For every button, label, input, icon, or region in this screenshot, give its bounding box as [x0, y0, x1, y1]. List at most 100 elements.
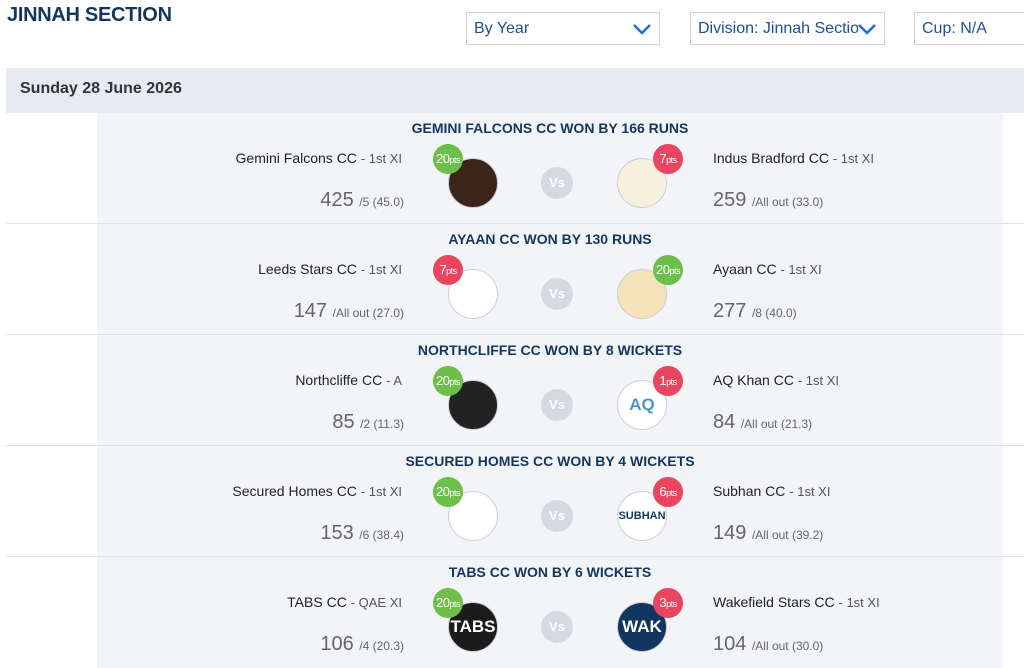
team-name: Secured Homes CC - 1st XI: [232, 483, 402, 499]
points-badge: 20pts: [433, 366, 463, 396]
team-xi: - 1st XI: [360, 484, 402, 499]
points-badge: 7pts: [653, 144, 683, 174]
points: 6: [659, 484, 667, 499]
match-result: TABS CC WON BY 6 WICKETS: [448, 564, 652, 580]
points-unit: pts: [449, 377, 460, 387]
score: 259 /All out (33.0): [713, 189, 823, 212]
points-badge: 7pts: [433, 255, 463, 285]
team-xi: - 1st XI: [797, 373, 840, 388]
team-xi: - QAE XI: [350, 595, 402, 610]
team-name: Leeds Stars CC - 1st XI: [258, 261, 402, 277]
dropdown[interactable]: Cup: N/A: [914, 12, 1024, 45]
row-separator: [6, 223, 1024, 224]
row-separator: [6, 334, 1024, 335]
dropdown[interactable]: Division: Jinnah Section: [690, 12, 885, 45]
runs: 147: [293, 300, 328, 322]
match-result: AYAAN CC WON BY 130 RUNS: [448, 231, 652, 247]
points: 7: [659, 151, 667, 166]
points-badge: 20pts: [433, 144, 463, 174]
runs: 149: [713, 522, 747, 544]
score: 149 /All out (39.2): [713, 522, 823, 545]
points-badge: 1pts: [653, 366, 683, 396]
vs-circle: Vs: [541, 278, 573, 310]
points: 20: [436, 151, 450, 166]
score-detail: /2 (11.3): [360, 417, 404, 431]
points-unit: pts: [446, 266, 457, 276]
score-detail: /All out (27.0): [332, 306, 404, 320]
team-name: AQ Khan CC - 1st XI: [713, 372, 839, 388]
points: 1: [659, 373, 667, 388]
points-unit: pts: [666, 377, 677, 387]
team: Secured Homes CC: [232, 483, 357, 499]
chevron: [858, 23, 876, 35]
runs: 153: [320, 522, 354, 544]
date-band: [6, 68, 1024, 113]
points-badge: 20pts: [433, 588, 463, 618]
points: 7: [439, 262, 447, 277]
points-unit: pts: [449, 488, 460, 498]
score-detail: /8 (40.0): [751, 306, 797, 320]
points: 20: [656, 262, 670, 277]
team: AQ Khan CC: [713, 372, 794, 388]
team-xi: - 1st XI: [780, 262, 822, 277]
points: 20: [436, 484, 450, 499]
row-separator: [6, 445, 1024, 446]
match-result: NORTHCLIFFE CC WON BY 8 WICKETS: [417, 342, 683, 358]
score: 106 /4 (20.3): [320, 633, 404, 656]
score-detail: /6 (38.4): [359, 528, 404, 542]
row-separator: [6, 556, 1024, 557]
score: 147 /All out (27.0): [294, 300, 404, 323]
score-detail: /All out (39.2): [751, 528, 824, 542]
logo-text: TABS: [450, 617, 496, 636]
team-name: Indus Bradford CC - 1st XI: [713, 150, 874, 166]
runs: 84: [713, 411, 736, 433]
runs: 259: [713, 189, 747, 211]
runs: 277: [713, 300, 747, 322]
team-xi: - A: [386, 373, 402, 388]
chevron: [633, 24, 651, 35]
runs: 425: [320, 189, 354, 211]
score: 425 /5 (45.0): [320, 189, 404, 212]
logo-text: WAK: [622, 617, 662, 636]
team-xi: - 1st XI: [360, 262, 402, 277]
dropdown-label: Cup: N/A: [922, 20, 987, 37]
match-result: GEMINI FALCONS CC WON BY 166 RUNS: [411, 120, 689, 136]
score: 153 /6 (38.4): [320, 522, 404, 545]
team-xi: - 1st XI: [789, 484, 831, 499]
team: Wakefield Stars CC: [713, 594, 835, 610]
team: Subhan CC: [713, 483, 786, 499]
team-name: Wakefield Stars CC - 1st XI: [713, 594, 880, 610]
runs: 104: [713, 633, 747, 655]
points-unit: pts: [449, 599, 460, 609]
score-detail: /All out (21.3): [740, 417, 813, 431]
score-detail: /All out (30.0): [751, 639, 824, 653]
team-xi: - 1st XI: [360, 151, 402, 166]
dropdown-label: By Year: [474, 20, 530, 37]
points-unit: pts: [669, 266, 680, 276]
logo-text: SUBHAN: [618, 510, 666, 522]
runs: 85: [332, 411, 355, 433]
team-name: TABS CC - QAE XI: [287, 594, 402, 610]
dropdown[interactable]: By Year: [466, 12, 660, 45]
points-badge: 6pts: [653, 477, 683, 507]
points: 20: [436, 595, 450, 610]
team: TABS CC: [287, 594, 347, 610]
points-unit: pts: [666, 155, 677, 165]
score: 84 /All out (21.3): [713, 411, 812, 434]
team-xi: - 1st XI: [838, 595, 880, 610]
points-unit: pts: [449, 155, 460, 165]
points-badge: 3pts: [653, 588, 683, 618]
team: Leeds Stars CC: [258, 261, 357, 277]
points: 20: [436, 373, 450, 388]
team: Indus Bradford CC: [713, 150, 829, 166]
team: Gemini Falcons CC: [235, 150, 357, 166]
team-logo: WAK: [617, 602, 667, 652]
score: 277 /8 (40.0): [713, 300, 797, 323]
points-unit: pts: [666, 488, 677, 498]
score-detail: /5 (45.0): [359, 195, 404, 209]
runs: 106: [320, 633, 354, 655]
dropdown-label: Division: Jinnah Section: [698, 20, 868, 37]
match-result: SECURED HOMES CC WON BY 4 WICKETS: [405, 453, 695, 469]
team-xi: - 1st XI: [832, 151, 875, 166]
